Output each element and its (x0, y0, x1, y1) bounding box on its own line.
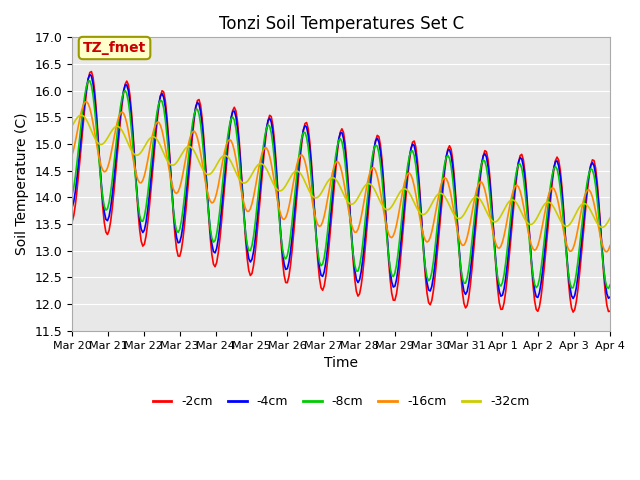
Legend: -2cm, -4cm, -8cm, -16cm, -32cm: -2cm, -4cm, -8cm, -16cm, -32cm (148, 390, 534, 413)
-2cm (230, 105, 238, 110)
-2cm (606, 308, 614, 314)
Line: -2cm: -2cm (72, 72, 610, 312)
-32cm (372, 189, 380, 194)
-4cm (75, 160, 83, 166)
-2cm (68, 218, 76, 224)
-16cm (83, 99, 90, 105)
-8cm (372, 142, 380, 148)
-16cm (510, 186, 518, 192)
-4cm (372, 138, 380, 144)
-2cm (510, 204, 518, 209)
-16cm (372, 168, 380, 174)
-8cm (605, 286, 612, 291)
-4cm (516, 155, 524, 160)
-8cm (189, 120, 196, 126)
-2cm (189, 132, 196, 138)
X-axis label: Time: Time (324, 356, 358, 370)
-8cm (516, 161, 524, 167)
-8cm (230, 117, 238, 123)
-4cm (86, 72, 93, 77)
-32cm (230, 166, 238, 172)
-2cm (372, 138, 380, 144)
-4cm (570, 296, 577, 301)
Line: -8cm: -8cm (72, 81, 610, 288)
-2cm (570, 309, 577, 315)
-32cm (510, 197, 518, 203)
-16cm (189, 129, 196, 134)
-32cm (68, 123, 76, 129)
-2cm (75, 172, 83, 178)
Text: TZ_fmet: TZ_fmet (83, 41, 146, 55)
-16cm (230, 148, 238, 154)
-16cm (68, 152, 76, 157)
-4cm (510, 195, 518, 201)
-32cm (78, 112, 86, 118)
Line: -32cm: -32cm (72, 115, 610, 228)
Title: Tonzi Soil Temperatures Set C: Tonzi Soil Temperatures Set C (218, 15, 463, 33)
-8cm (606, 282, 614, 288)
-32cm (189, 146, 196, 152)
Line: -4cm: -4cm (72, 74, 610, 299)
-32cm (598, 225, 606, 230)
-4cm (230, 108, 238, 114)
-8cm (68, 192, 76, 198)
-8cm (510, 187, 518, 192)
-4cm (68, 204, 76, 210)
-32cm (75, 113, 83, 119)
-16cm (516, 188, 524, 194)
-8cm (86, 78, 93, 84)
Line: -16cm: -16cm (72, 102, 610, 252)
-16cm (606, 243, 614, 249)
-8cm (75, 145, 83, 151)
-2cm (516, 153, 524, 158)
-4cm (606, 294, 614, 300)
-16cm (75, 122, 83, 128)
-2cm (88, 69, 95, 74)
-32cm (516, 207, 524, 213)
-32cm (606, 215, 614, 221)
Y-axis label: Soil Temperature (C): Soil Temperature (C) (15, 113, 29, 255)
-4cm (189, 125, 196, 131)
-16cm (603, 249, 611, 255)
